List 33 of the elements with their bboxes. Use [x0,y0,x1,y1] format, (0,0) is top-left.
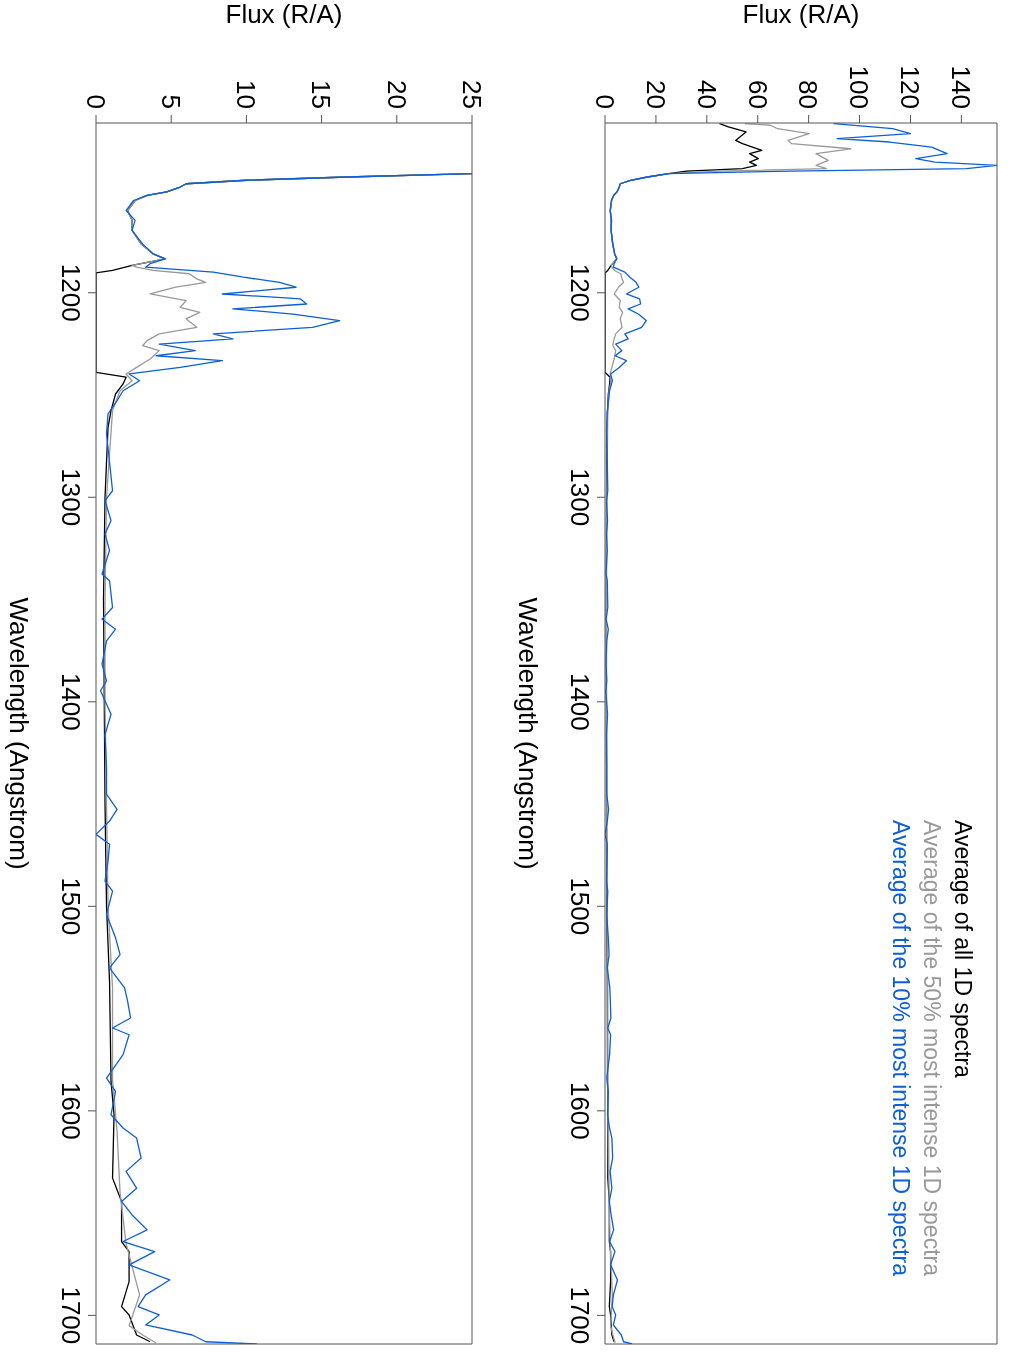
x-tick-label: 60 [742,80,773,109]
x-tick-label: 25 [456,80,487,109]
x-tick-label: 20 [640,80,671,109]
x-tick-label: 100 [844,65,875,109]
y-tick-label: 1700 [55,1286,86,1345]
x-axis-title: Flux (R/A) [225,0,343,30]
x-tick-label: 10 [231,80,262,109]
y-tick-label: 1600 [55,1081,86,1140]
y-tick-label: 1400 [564,672,595,731]
y-tick-label: 1200 [55,263,86,322]
text: Average of the 10% most intense 1D spectra [887,820,915,1277]
x-tick-label: 0 [589,94,620,109]
y-tick-label: 1700 [564,1286,595,1345]
y-tick-label: 1500 [55,877,86,936]
y-tick-label: 1500 [564,877,595,936]
y-tick-label: 1600 [564,1081,595,1140]
text: Average of all 1D spectra [949,820,977,1080]
y-tick-label: 1300 [564,468,595,527]
x-tick-label: 0 [80,94,111,109]
y-tick-label: 1200 [564,263,595,322]
x-tick-label: 80 [793,80,824,109]
x-tick-label: 15 [306,80,337,109]
y-axis-title: Wavelength (Angstrom) [4,597,34,870]
x-tick-label: 5 [155,94,186,109]
y-tick-label: 1300 [55,468,86,527]
x-tick-label: 140 [946,65,977,109]
text: Average of the 50% most intense 1D spectra [918,820,946,1277]
y-tick-label: 1400 [55,672,86,731]
y-axis-title: Wavelength (Angstrom) [513,597,543,870]
x-tick-label: 120 [895,65,926,109]
x-tick-label: 20 [381,80,412,109]
x-axis-title: Flux (R/A) [742,0,860,30]
x-tick-label: 40 [691,80,722,109]
